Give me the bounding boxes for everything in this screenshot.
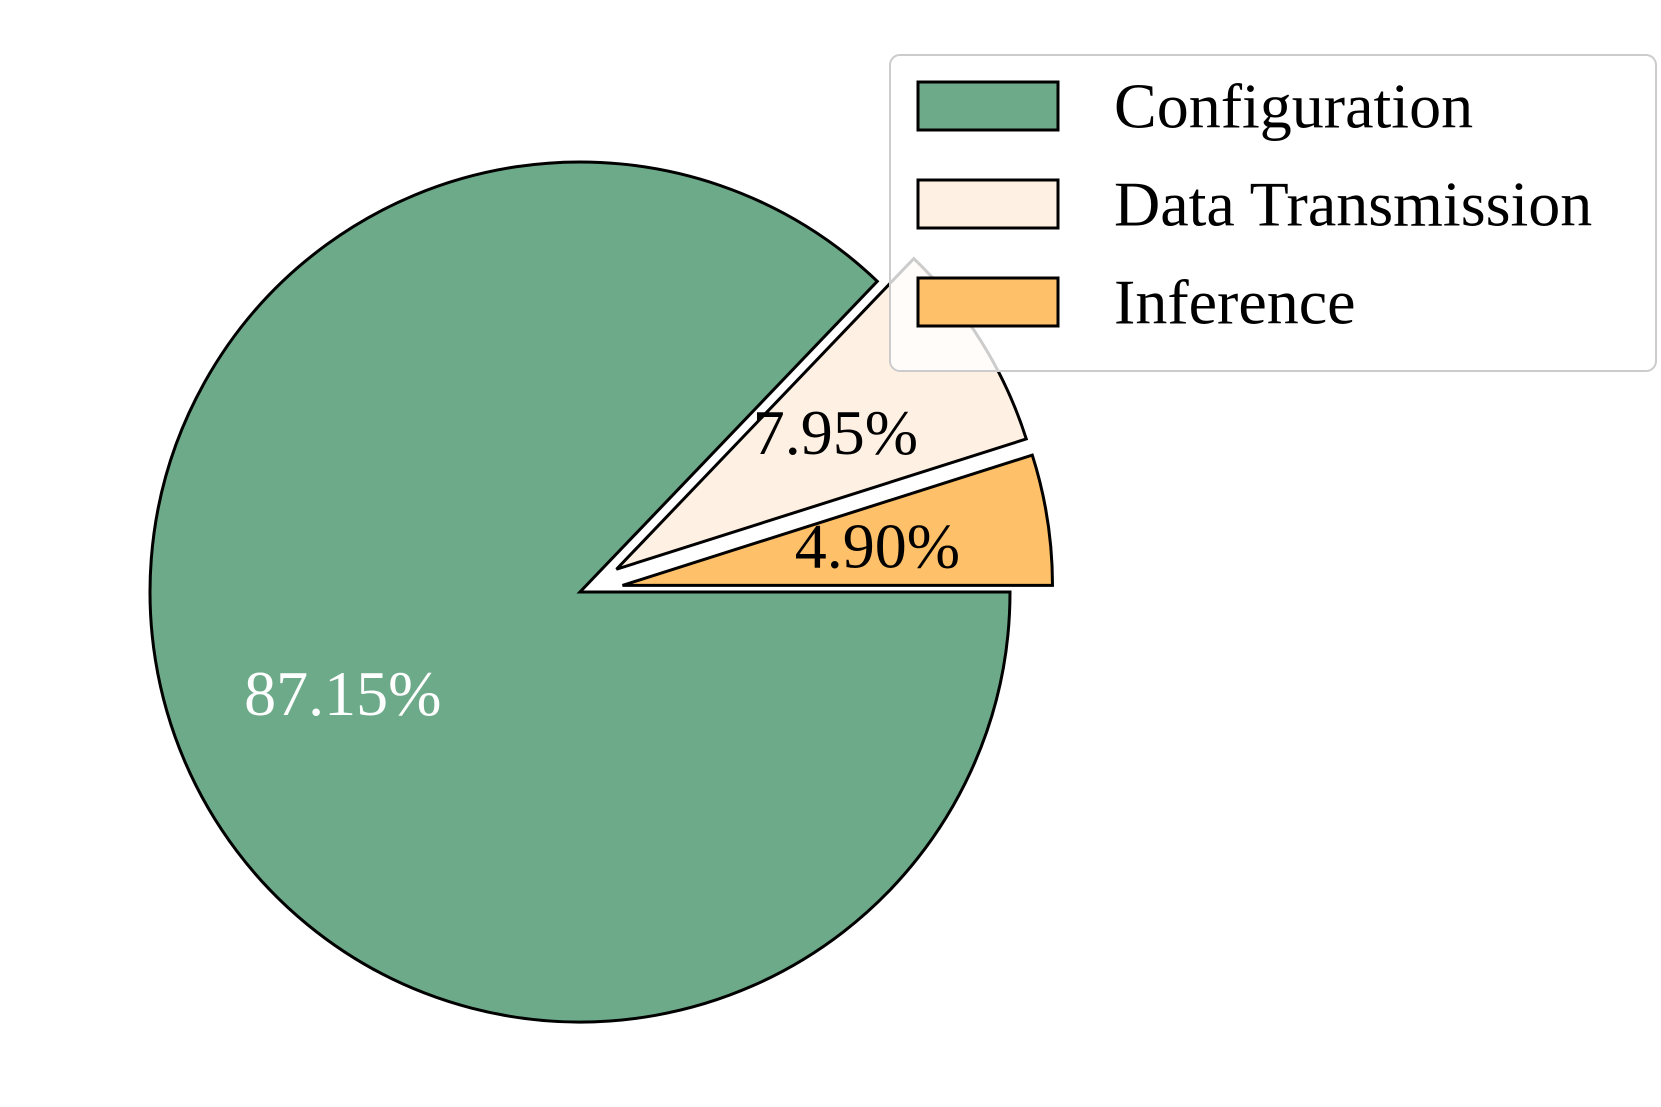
- slice-labels-layer: 87.15% 7.95% 4.90%: [244, 397, 960, 729]
- pie-slice-configuration: [148, 160, 1012, 1024]
- slice-percentage-label: 87.15%: [244, 658, 441, 729]
- slice-percentage-label: 4.90%: [795, 510, 960, 581]
- legend-label: Data Transmission: [1114, 169, 1592, 240]
- legend: Configuration Data Transmission Inference: [889, 54, 1657, 372]
- pie-slice-inference: [622, 453, 1054, 587]
- legend-entries: Configuration Data Transmission Inference: [916, 71, 1592, 338]
- legend-label: Inference: [1114, 267, 1356, 338]
- legend-swatch: [916, 80, 1060, 132]
- legend-frame: [889, 54, 1657, 372]
- legend-label: Configuration: [1114, 71, 1473, 142]
- slice-percentage-label: 7.95%: [753, 397, 918, 468]
- legend-swatch: [916, 178, 1060, 230]
- legend-swatch: [916, 276, 1060, 328]
